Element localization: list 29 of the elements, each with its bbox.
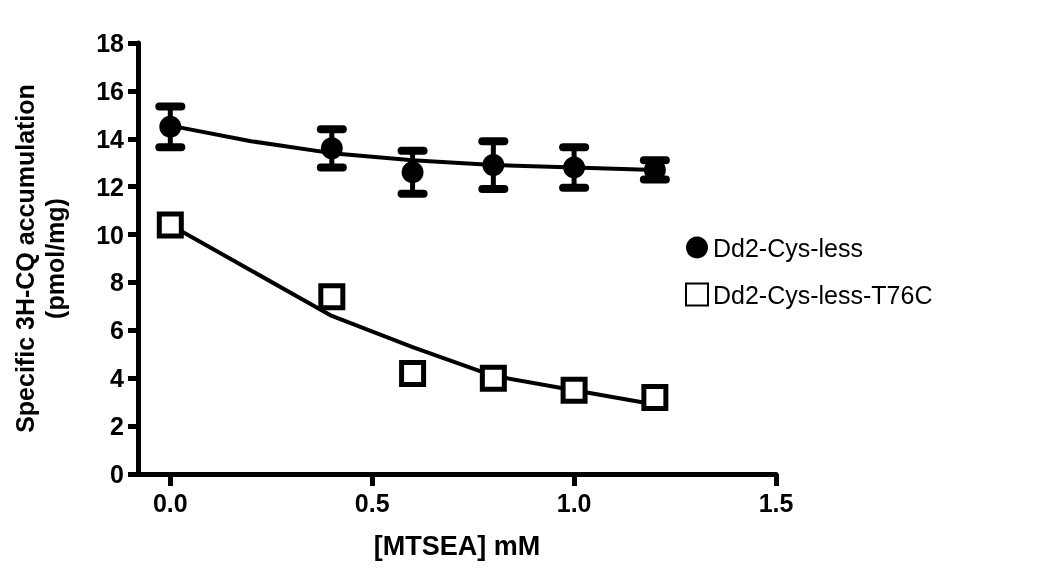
- y-tick-label: 6: [110, 316, 124, 345]
- point: [156, 211, 184, 239]
- point: [560, 376, 588, 404]
- y-tick-label: 14: [96, 124, 125, 153]
- y-tick-label: 10: [96, 220, 124, 249]
- y-axis-title: Specific 3H-CQ accumulation (pmol/mg): [11, 84, 69, 433]
- point: [399, 359, 427, 387]
- y-tick-label: 4: [110, 364, 125, 393]
- y-tick-label: 2: [110, 412, 124, 441]
- x-tick-label: 1.5: [758, 488, 794, 517]
- y-tick-label: 0: [110, 460, 124, 488]
- x-axis-title: [MTSEA] mM: [373, 530, 541, 561]
- legend-label: Dd2-Cys-less-T76C: [713, 280, 933, 309]
- legend-label: Dd2-Cys-less: [713, 233, 864, 262]
- point: [641, 383, 669, 411]
- point: [401, 161, 424, 184]
- point: [482, 154, 505, 177]
- point: [479, 364, 507, 392]
- y-tick-label: 16: [96, 76, 124, 105]
- point: [320, 137, 343, 160]
- y-tick-label: 12: [96, 172, 124, 201]
- y-tick-label: 8: [110, 268, 125, 297]
- point: [159, 115, 182, 138]
- point: [563, 156, 586, 179]
- x-tick-label: 0.5: [354, 488, 390, 517]
- x-tick-label: 1.0: [556, 488, 592, 517]
- x-tick-label: 0.0: [152, 488, 188, 517]
- y-tick-label: 18: [96, 29, 125, 57]
- point: [318, 283, 346, 311]
